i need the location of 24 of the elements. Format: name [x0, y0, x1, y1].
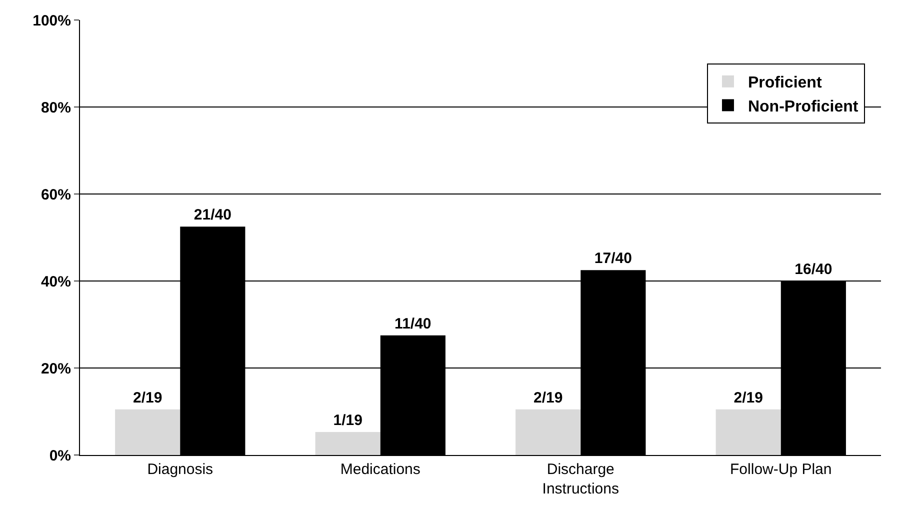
data-label: 17/40: [594, 250, 632, 268]
y-tick-label: 100%: [32, 12, 71, 30]
bar: [516, 409, 581, 455]
bar: [315, 432, 380, 455]
data-label: 2/19: [132, 389, 162, 406]
data-label: 2/19: [734, 389, 763, 406]
data-label: 21/40: [194, 206, 232, 224]
legend-label: Non-Proficient: [748, 98, 859, 116]
y-tick-label: 80%: [40, 99, 71, 116]
y-tick-label: 40%: [40, 273, 71, 290]
data-label: 2/19: [533, 389, 563, 406]
x-tick-label: Follow-Up Plan: [730, 461, 832, 478]
data-label: 1/19: [333, 412, 362, 429]
bar: [115, 409, 180, 455]
y-tick-label: 60%: [40, 186, 71, 204]
data-label: 16/40: [794, 261, 832, 278]
data-label: 11/40: [394, 315, 432, 332]
y-tick-label: 20%: [40, 360, 71, 378]
x-tick-label: Discharge Instructions: [542, 461, 619, 498]
y-tick-label: 0%: [49, 447, 71, 464]
bar: [716, 409, 781, 455]
x-tick-label: Medications: [340, 461, 420, 478]
legend-label: Proficient: [748, 74, 822, 92]
x-tick-label: Diagnosis: [147, 461, 214, 478]
